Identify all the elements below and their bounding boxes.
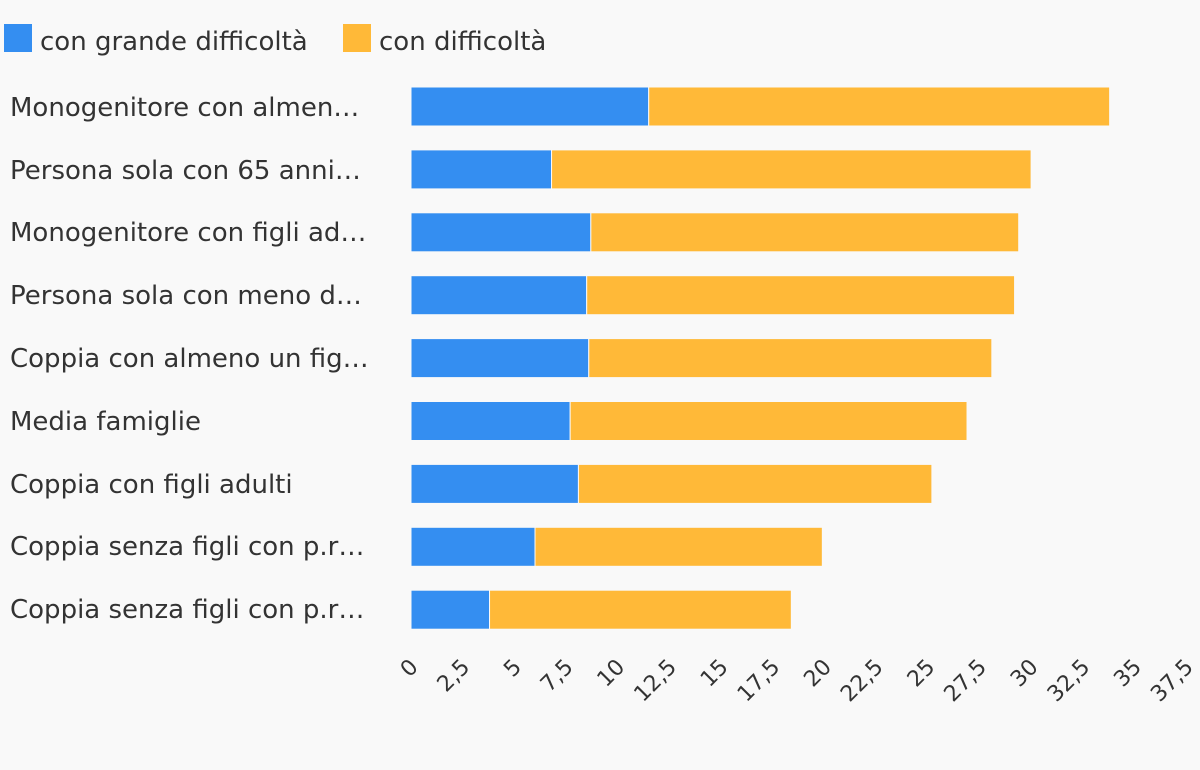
x-tick-label: 25 [903, 655, 940, 692]
bar-segment-con-grande-difficolta [410, 149, 553, 190]
x-tick-label: 10 [593, 655, 630, 692]
bar-segment-con-difficolta [489, 589, 792, 630]
x-axis-ticks: 0 2,5 5 7,5 10 12,5 15 17,5 20 22,5 25 27,5 30 32,5 35… [396, 655, 1199, 707]
category-label: Persona sola con 65 anni… [10, 156, 361, 186]
category-label: Monogenitore con figli ad… [10, 218, 366, 248]
legend-swatch-con-grande-difficolta [4, 24, 32, 52]
bar-segment-con-grande-difficolta [410, 338, 590, 379]
x-tick-label: 22,5 [836, 655, 888, 707]
legend-label-con-difficolta: con difficoltà [379, 27, 546, 57]
legend-swatch-con-difficolta [343, 24, 371, 52]
bars [410, 86, 1111, 630]
bar-segment-con-difficolta [648, 86, 1111, 127]
bar-segment-con-difficolta [577, 463, 933, 504]
category-label: Coppia senza figli con p.r… [10, 595, 364, 625]
x-tick-label: 17,5 [733, 655, 785, 707]
x-tick-label: 30 [1006, 655, 1043, 692]
x-tick-label: 15 [696, 655, 733, 692]
x-tick-label: 5 [499, 655, 527, 683]
bar-segment-con-difficolta [586, 275, 1016, 316]
x-tick-label: 0 [396, 655, 424, 683]
category-label: Monogenitore con almen… [10, 93, 359, 123]
category-labels: Monogenitore con almen… Persona sola con… [10, 93, 369, 625]
x-tick-label: 20 [799, 655, 836, 692]
category-label: Coppia con figli adulti [10, 470, 293, 500]
x-tick-label: 27,5 [940, 655, 992, 707]
x-tick-label: 7,5 [536, 655, 578, 697]
bar-segment-con-difficolta [569, 401, 968, 441]
bar-segment-con-difficolta [588, 338, 993, 379]
bar-segment-con-grande-difficolta [410, 86, 650, 127]
bar-segment-con-difficolta [590, 212, 1020, 253]
bar-segment-con-grande-difficolta [410, 401, 571, 441]
bar-segment-con-grande-difficolta [410, 589, 491, 630]
bar-segment-con-grande-difficolta [410, 526, 536, 567]
x-tick-label: 2,5 [433, 655, 475, 697]
x-tick-label: 35 [1109, 655, 1146, 692]
category-label: Media famiglie [10, 407, 201, 437]
category-label: Coppia con almeno un fig… [10, 344, 369, 374]
x-tick-label: 32,5 [1043, 655, 1095, 707]
category-label: Persona sola con meno d… [10, 281, 362, 311]
x-tick-label: 37,5 [1146, 655, 1198, 707]
bar-segment-con-grande-difficolta [410, 275, 588, 316]
bar-segment-con-grande-difficolta [410, 463, 579, 504]
bar-segment-con-grande-difficolta [410, 212, 592, 253]
legend: con grande difficoltà con difficoltà [4, 24, 546, 57]
bar-segment-con-difficolta [534, 526, 823, 567]
bar-segment-con-difficolta [551, 149, 1032, 190]
legend-label-con-grande-difficolta: con grande difficoltà [40, 27, 308, 57]
category-label: Coppia senza figli con p.r… [10, 532, 364, 562]
x-tick-label: 12,5 [630, 655, 682, 707]
